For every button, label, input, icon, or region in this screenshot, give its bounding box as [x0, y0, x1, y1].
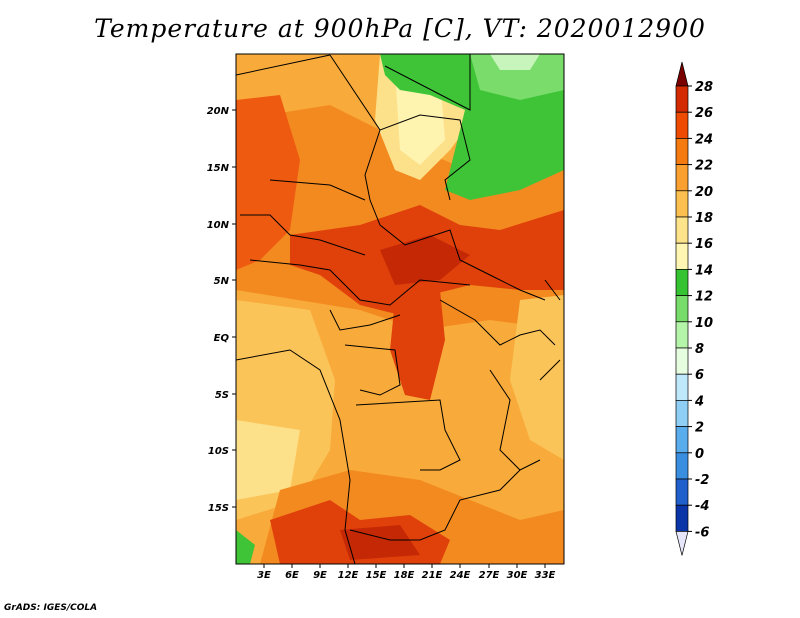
colorbar-swatch — [675, 85, 689, 113]
lon-label: 15E — [366, 570, 387, 581]
colorbar-swatch — [675, 111, 689, 139]
colorbar-label: 18 — [695, 211, 713, 226]
colorbar-label: 20 — [695, 185, 713, 200]
lat-label: 15S — [208, 503, 229, 514]
lat-label: 5N — [214, 276, 230, 287]
colorbar-label: -4 — [695, 499, 709, 514]
colorbar-swatch — [675, 400, 689, 427]
colorbar-label: 8 — [695, 342, 704, 357]
lon-axis: 3E 6E 9E 12E 15E 18E 21E 24E 27E 30E 33E — [257, 564, 556, 581]
lon-label: 12E — [338, 570, 359, 581]
lon-label: 3E — [257, 570, 271, 581]
lat-label: 10N — [207, 220, 230, 231]
colorbar-swatch — [675, 164, 689, 192]
lon-label: 6E — [285, 570, 299, 581]
colorbar-swatch — [675, 373, 689, 401]
colorbar-label: 12 — [695, 290, 713, 305]
colorbar-label: -6 — [695, 525, 709, 540]
lon-label: 24E — [450, 570, 471, 581]
lon-label: 21E — [422, 570, 443, 581]
lon-label: 30E — [507, 570, 528, 581]
lat-label: 5S — [215, 390, 229, 401]
colorbar-swatch — [675, 504, 689, 532]
lat-label: 15N — [207, 163, 230, 174]
colorbar-top-arrow — [675, 61, 689, 87]
lat-axis: 20N 15N 10N 5N EQ 5S 10S 15S — [207, 106, 236, 514]
colorbar-swatch — [675, 269, 689, 296]
colorbar-label: 10 — [695, 316, 713, 331]
colorbar-swatch — [675, 190, 689, 218]
colorbar-label: 16 — [695, 237, 713, 252]
colorbar-swatch — [675, 321, 689, 349]
lon-label: 33E — [535, 570, 556, 581]
colorbar-bottom-arrow — [675, 531, 689, 556]
colorbar-label: 6 — [695, 368, 704, 383]
colorbar-swatch — [675, 452, 689, 480]
lon-label: 27E — [479, 570, 500, 581]
colorbar-swatch — [675, 478, 689, 506]
colorbar-swatch — [675, 426, 689, 454]
colorbar-label: -2 — [695, 473, 709, 488]
lat-label: 20N — [207, 106, 230, 117]
lat-label: EQ — [214, 333, 230, 344]
lon-label: 9E — [313, 570, 327, 581]
lon-label: 18E — [394, 570, 415, 581]
temperature-map — [236, 54, 564, 564]
colorbar-label: 0 — [695, 447, 704, 462]
map-frame — [235, 53, 565, 565]
footer-credit: GrADS: IGES/COLA — [4, 603, 98, 613]
map-title: Temperature at 900hPa [C], VT: 202001290… — [94, 14, 706, 43]
colorbar-swatch — [675, 216, 689, 244]
colorbar-label: 24 — [695, 132, 713, 147]
colorbar-swatch — [675, 138, 689, 165]
colorbar-label: 28 — [695, 80, 713, 95]
colorbar-label: 22 — [695, 159, 713, 174]
colorbar-label: 14 — [695, 263, 713, 278]
colorbar-label: 4 — [694, 394, 704, 409]
colorbar-swatch — [675, 242, 689, 270]
colorbar-swatch — [675, 347, 689, 375]
colorbar-label: 26 — [695, 106, 713, 121]
colorbar-swatch — [675, 295, 689, 323]
colorbar-label: 2 — [695, 421, 704, 436]
lat-label: 10S — [208, 446, 229, 457]
